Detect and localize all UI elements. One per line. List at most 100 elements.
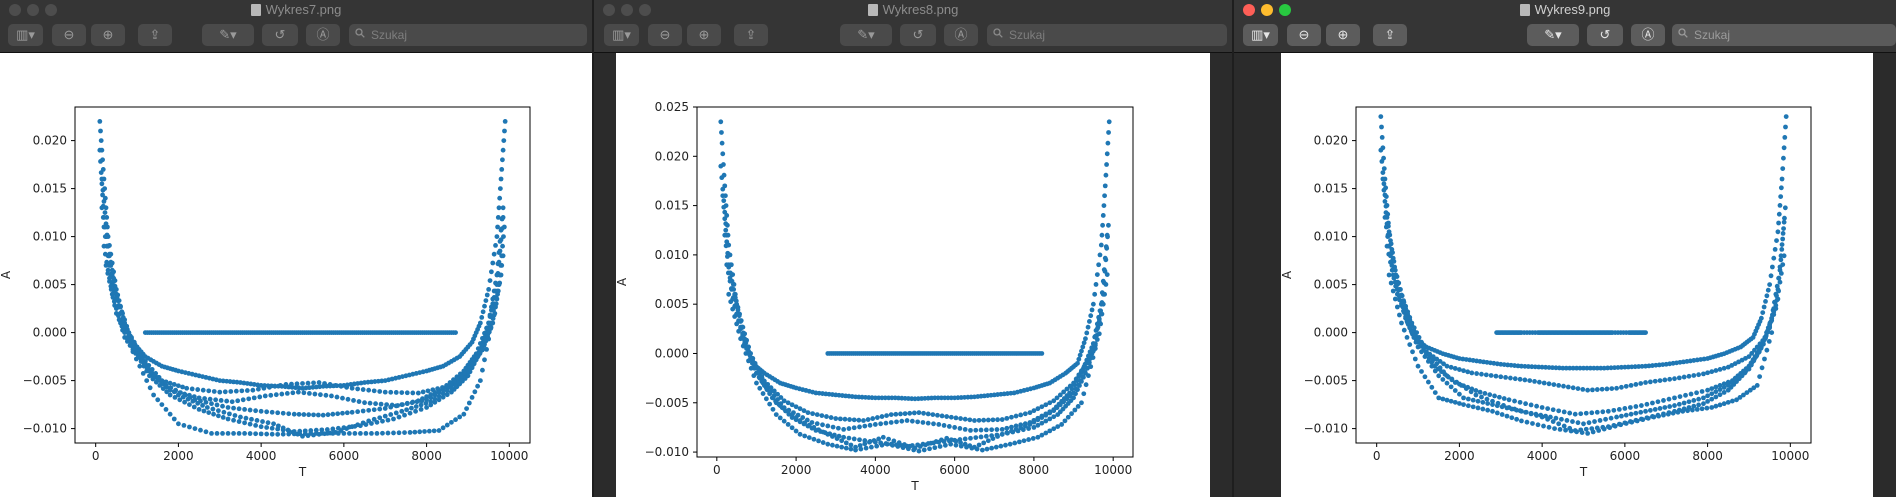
scatter-point: [384, 402, 390, 407]
rotate-button[interactable]: ↺: [262, 24, 298, 46]
x-tick-label: 6000: [939, 463, 970, 477]
search-icon: [1678, 28, 1688, 38]
scatter-point: [1459, 383, 1464, 388]
sidebar-toggle-button[interactable]: ▥▾: [604, 24, 639, 46]
scatter-point: [1512, 363, 1517, 368]
sidebar-toggle-button[interactable]: ▥▾: [8, 24, 43, 46]
rotate-button[interactable]: ↺: [1587, 24, 1623, 46]
scatter-point: [797, 406, 803, 412]
markup-pen-button[interactable]: ✎▾: [840, 24, 892, 46]
scatter-point: [258, 424, 264, 430]
scatter-point: [917, 444, 923, 449]
minimize-button[interactable]: [621, 4, 633, 16]
scatter-point: [1505, 362, 1511, 368]
scatter-point: [1590, 429, 1596, 435]
scatter-point: [1441, 361, 1446, 367]
scatter-point: [1104, 232, 1110, 238]
scatter-point: [349, 424, 355, 430]
search-field[interactable]: Szukaj: [987, 24, 1227, 46]
y-tick-label: 0.000: [655, 346, 689, 360]
scatter-point: [176, 383, 181, 389]
zoom-button[interactable]: [45, 4, 57, 16]
scatter-point: [1541, 423, 1546, 429]
scatter-point: [341, 431, 347, 436]
scatter-point: [1590, 387, 1595, 393]
scatter-point: [222, 389, 228, 395]
scatter-point: [472, 389, 478, 395]
scatter-point: [428, 395, 434, 400]
close-button[interactable]: [9, 4, 21, 16]
share-button[interactable]: ⇪: [1373, 24, 1407, 46]
y-tick-label: 0.005: [655, 297, 689, 311]
zoom-in-button[interactable]: ⊕: [1326, 24, 1360, 46]
sidebar-toggle-button[interactable]: ▥▾: [1243, 24, 1278, 46]
share-button[interactable]: ⇪: [138, 24, 172, 46]
markup-pen-button[interactable]: ✎▾: [1527, 24, 1579, 46]
scatter-point: [797, 431, 803, 437]
scatter-point: [811, 436, 817, 442]
zoom-in-button[interactable]: ⊕: [91, 24, 125, 46]
scatter-point: [718, 163, 724, 169]
search-field[interactable]: Szukaj: [1672, 24, 1896, 46]
scatter-point: [171, 416, 177, 422]
scatter-point: [931, 421, 936, 427]
scatter-point: [806, 435, 812, 441]
scatter-point: [1100, 301, 1106, 307]
scatter-point: [1764, 347, 1770, 353]
y-tick-label: 0.010: [33, 230, 67, 244]
markup-pen-button[interactable]: ✎▾: [202, 24, 254, 46]
scatter-point: [1657, 406, 1663, 411]
traffic-lights: [9, 3, 63, 21]
zoom-button[interactable]: [639, 4, 651, 16]
minimize-button[interactable]: [1261, 4, 1273, 16]
scatter-point: [402, 430, 407, 435]
annotate-button[interactable]: Ⓐ: [306, 24, 340, 46]
scatter-point: [211, 389, 217, 394]
scatter-point: [1479, 371, 1484, 377]
zoom-out-button[interactable]: ⊖: [648, 24, 682, 46]
scatter-point: [1494, 410, 1500, 416]
zoom-out-button[interactable]: ⊖: [52, 24, 86, 46]
scatter-point: [1410, 349, 1415, 355]
scatter-point: [112, 303, 118, 308]
scatter-point: [325, 412, 331, 418]
scatter-point: [306, 385, 312, 391]
annotate-button[interactable]: Ⓐ: [944, 24, 978, 46]
zoom-out-button[interactable]: ⊖: [1287, 24, 1321, 46]
scatter-point: [1022, 411, 1028, 417]
scatter-point: [355, 386, 361, 392]
scatter-point: [1064, 386, 1070, 392]
scatter-point: [1475, 405, 1481, 411]
scatter-point: [1454, 379, 1460, 385]
scatter-point: [1721, 381, 1727, 387]
zoom-button[interactable]: [1279, 4, 1291, 16]
scatter-point: [1407, 315, 1413, 320]
share-button[interactable]: ⇪: [734, 24, 768, 46]
rotate-button[interactable]: ↺: [900, 24, 936, 46]
scatter-point: [484, 347, 489, 352]
search-field[interactable]: Szukaj: [349, 24, 587, 46]
scatter-point: [283, 382, 289, 387]
scatter-point: [1614, 385, 1619, 391]
close-button[interactable]: [603, 4, 615, 16]
scatter-point: [1701, 371, 1706, 377]
scatter-point: [349, 385, 355, 391]
scatter-point: [415, 390, 421, 396]
scatter-point: [781, 398, 787, 404]
scatter-point: [451, 378, 457, 384]
scatter-point: [1633, 404, 1639, 409]
scatter-point: [1051, 408, 1057, 414]
scatter-point: [244, 388, 250, 393]
scatter-point: [1039, 351, 1045, 356]
scatter-series: [1386, 272, 1775, 436]
minimize-button[interactable]: [27, 4, 39, 16]
scatter-point: [856, 417, 862, 423]
scatter-point: [1088, 348, 1094, 354]
scatter-point: [1546, 365, 1552, 370]
scatter-point: [962, 426, 968, 432]
zoom-in-button[interactable]: ⊕: [687, 24, 721, 46]
scatter-point: [1080, 344, 1086, 350]
scatter-point: [921, 410, 926, 416]
annotate-button[interactable]: Ⓐ: [1631, 24, 1665, 46]
close-button[interactable]: [1243, 4, 1255, 16]
